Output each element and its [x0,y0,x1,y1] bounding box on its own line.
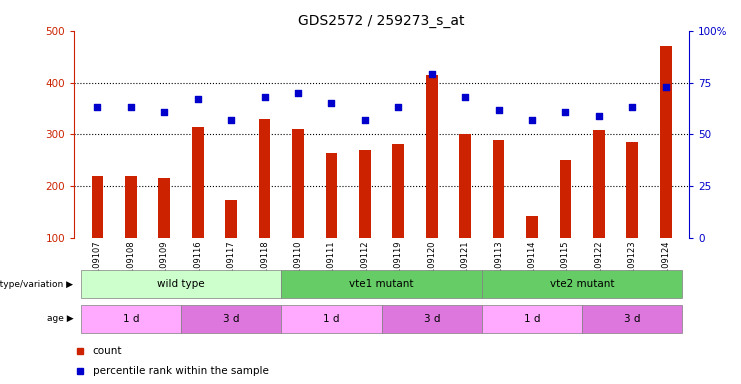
Point [192,96,204,102]
Text: wild type: wild type [157,279,205,289]
Text: percentile rank within the sample: percentile rank within the sample [93,366,268,376]
Point [559,109,571,115]
Bar [526,216,538,238]
Text: vte1 mutant: vte1 mutant [349,279,414,289]
Point [92,104,104,111]
Bar [626,142,638,238]
Bar [393,144,404,238]
Point [259,94,270,100]
FancyBboxPatch shape [282,305,382,333]
Text: 1 d: 1 d [323,314,339,324]
Bar [259,119,270,238]
Text: genotype/variation ▶: genotype/variation ▶ [0,280,73,289]
Bar [125,176,137,238]
Point [626,104,638,111]
FancyBboxPatch shape [282,270,482,298]
Point [659,84,671,90]
Text: 3 d: 3 d [223,314,239,324]
Text: 1 d: 1 d [123,314,139,324]
Bar [192,127,204,238]
Point [225,117,237,123]
Bar [426,75,438,238]
Bar [593,130,605,238]
FancyBboxPatch shape [382,305,482,333]
Title: GDS2572 / 259273_s_at: GDS2572 / 259273_s_at [299,14,465,28]
Text: age ▶: age ▶ [47,314,73,323]
Bar [493,139,505,238]
Text: 1 d: 1 d [524,314,540,324]
Bar [325,152,337,238]
Point [125,104,137,111]
Point [426,71,438,77]
Bar [225,200,237,238]
Point [292,90,304,96]
Point [359,117,370,123]
Point [526,117,538,123]
Point [593,113,605,119]
FancyBboxPatch shape [482,270,682,298]
Point [325,100,337,106]
Bar [292,129,304,238]
Text: 3 d: 3 d [624,314,640,324]
FancyBboxPatch shape [81,270,282,298]
Text: 3 d: 3 d [424,314,440,324]
Point [393,104,405,111]
Bar [559,161,571,238]
Text: count: count [93,346,122,356]
Bar [359,150,370,238]
FancyBboxPatch shape [582,305,682,333]
Bar [159,179,170,238]
Point [459,94,471,100]
Text: vte2 mutant: vte2 mutant [550,279,614,289]
Point [159,109,170,115]
Bar [660,46,671,238]
Bar [92,176,103,238]
Point [493,106,505,113]
Bar [459,134,471,238]
FancyBboxPatch shape [81,305,181,333]
FancyBboxPatch shape [482,305,582,333]
FancyBboxPatch shape [181,305,282,333]
